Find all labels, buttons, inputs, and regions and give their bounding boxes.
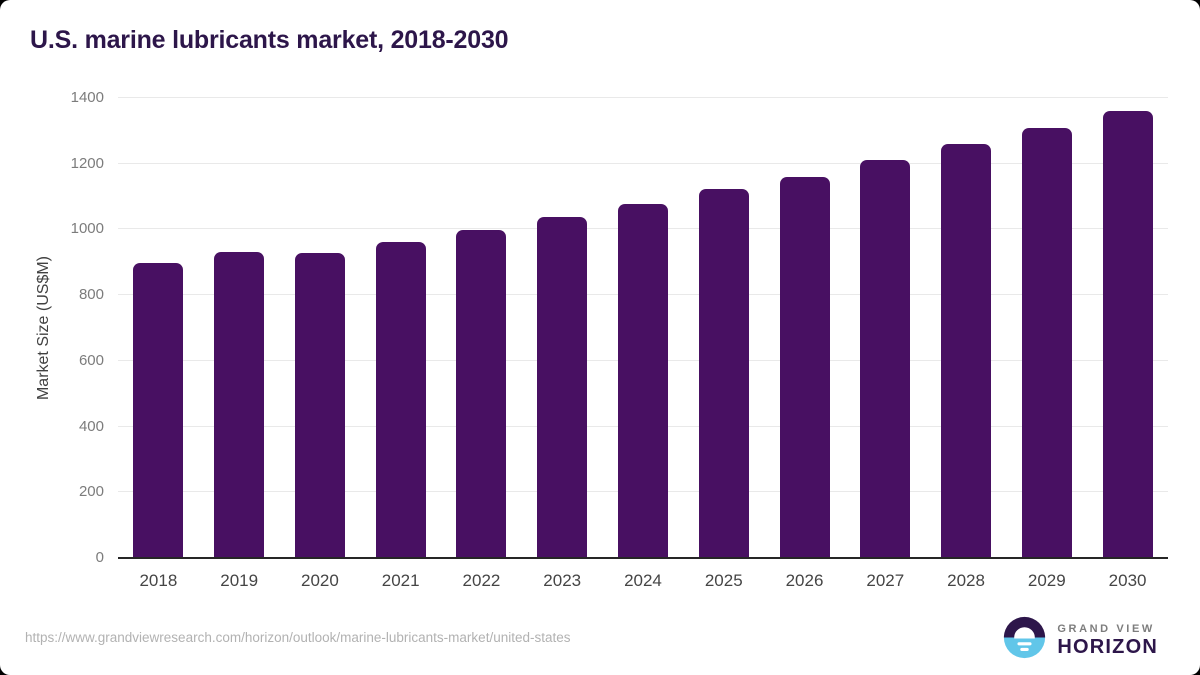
bar-2028 <box>941 144 992 558</box>
x-tick-label: 2023 <box>543 571 582 590</box>
logo-line2: HORIZON <box>1057 636 1158 658</box>
bar-2026 <box>779 176 830 558</box>
y-tick-label: 800 <box>78 286 104 304</box>
bar-slot <box>603 98 684 558</box>
bar-2018 <box>133 263 184 558</box>
y-tick-label: 1000 <box>70 220 104 238</box>
x-tick-label: 2030 <box>1108 571 1147 590</box>
logo-line1: GRAND VIEW <box>1057 623 1155 635</box>
x-tick-label: 2024 <box>624 571 662 590</box>
bar-slot <box>522 98 603 558</box>
plot-area: 0 200 400 600 800 1000 1200 1400 2018 2019 2020 20… <box>71 89 1168 590</box>
bar-slot <box>360 98 441 558</box>
x-tick-label: 2020 <box>301 571 339 590</box>
y-tick-label: 1200 <box>70 154 104 172</box>
x-tick-labels: 2018 2019 2020 2021 2022 2023 2024 2025 2026 2027… <box>118 571 1168 591</box>
chart-title: U.S. marine lubricants market, 2018-2030 <box>30 26 509 54</box>
bar-2024 <box>617 204 668 558</box>
bar-slot <box>1087 98 1168 558</box>
x-tick-label: 2025 <box>704 571 743 590</box>
gridline <box>118 97 1168 98</box>
y-tick-label: 400 <box>78 417 104 435</box>
source-url: https://www.grandviewresearch.com/horizo… <box>25 630 571 645</box>
bar-slot <box>683 98 764 558</box>
bar-2027 <box>860 160 911 558</box>
x-tick-label: 2018 <box>139 571 178 590</box>
bar-2022 <box>456 230 507 558</box>
bar-slot <box>441 98 522 558</box>
x-tick-label: 2019 <box>220 571 259 590</box>
y-tick-labels: 0 200 400 600 800 1000 1200 1400 <box>0 89 104 566</box>
horizon-sun-over-water-icon <box>1002 615 1047 665</box>
y-tick-label: 200 <box>78 483 104 501</box>
bar-2023 <box>537 216 588 558</box>
bar-slot <box>280 98 361 558</box>
x-tick-label: 2028 <box>947 571 985 590</box>
x-tick-label: 2026 <box>785 571 824 590</box>
bar-slot <box>764 98 845 558</box>
y-tick-label: 1400 <box>70 89 104 106</box>
x-tick-label: 2022 <box>462 571 501 590</box>
bar-slot <box>118 98 199 558</box>
bar-2029 <box>1021 127 1072 558</box>
x-axis-line <box>118 557 1168 559</box>
bar-2021 <box>375 241 426 558</box>
bar-2019 <box>214 252 265 558</box>
y-tick-label: 600 <box>78 351 104 369</box>
bars <box>118 98 1168 558</box>
bar-2025 <box>698 189 749 558</box>
y-tick-label: 0 <box>95 549 104 566</box>
gridline <box>118 162 1168 164</box>
logo-text: GRAND VIEW HORIZON <box>1057 623 1158 657</box>
bar-slot <box>199 98 280 558</box>
bar-slot <box>926 98 1007 558</box>
bar-slot <box>1006 98 1087 558</box>
bar-2030 <box>1102 111 1153 558</box>
grand-view-horizon-logo: GRAND VIEW HORIZON <box>1002 615 1158 665</box>
x-tick-label: 2021 <box>381 571 420 590</box>
bar-slot <box>845 98 926 558</box>
x-tick-label: 2029 <box>1027 571 1066 590</box>
bar-2020 <box>294 253 345 558</box>
x-tick-label: 2027 <box>866 571 905 590</box>
